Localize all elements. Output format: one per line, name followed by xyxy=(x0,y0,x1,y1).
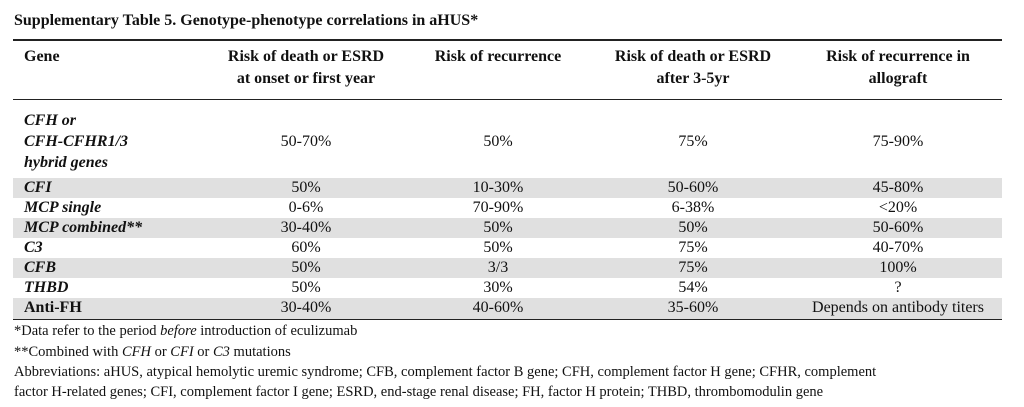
value-cell: 45-80% xyxy=(872,179,924,196)
value-cell: <20% xyxy=(878,199,918,216)
header-risk-recurrence: Risk of recurrence xyxy=(434,48,562,65)
value-cell: 50-60% xyxy=(872,219,924,236)
gene-cell: CFB xyxy=(24,259,57,276)
value-cell: 30-40% xyxy=(280,299,332,316)
value-cell: 35-60% xyxy=(667,299,719,316)
footnote-combined: **Combined with CFH or CFI or C3 mutatio… xyxy=(14,342,291,362)
value-cell: 40-70% xyxy=(872,239,924,256)
value-cell: 60% xyxy=(291,239,321,256)
value-cell: 75% xyxy=(678,239,708,256)
footnote-text: *Data refer to the period xyxy=(14,323,161,339)
value-cell: 50% xyxy=(678,219,708,236)
table-row-mcp-combined: MCP combined** 30-40% 50% 50% 50-60% xyxy=(13,218,1002,238)
footnote-abbreviations-line2: factor H-related genes; CFI, complement … xyxy=(14,384,824,400)
footnote-emphasis: before xyxy=(160,323,197,339)
header-risk-death-later: Risk of death or ESRD after 3-5yr xyxy=(588,46,798,90)
value-cell: 50% xyxy=(483,239,513,256)
value-cell: 50-60% xyxy=(667,179,719,196)
header-rule xyxy=(13,99,1002,100)
header-risk-death-onset-line2: at onset or first year xyxy=(236,70,376,87)
value-cell: 50% xyxy=(291,279,321,296)
gene-cell: MCP single xyxy=(24,199,102,216)
gene-cell-cfh-line3: hybrid genes xyxy=(24,154,108,171)
footnote-text: **Combined with xyxy=(14,344,122,360)
value-cell: 50% xyxy=(483,133,513,150)
header-risk-recurrence-allograft-line2: allograft xyxy=(868,70,928,87)
table-row-c3: C3 60% 50% 75% 40-70% xyxy=(13,238,1002,258)
footnote-text: or xyxy=(193,344,213,360)
table-row-cfh: CFH or CFH-CFHR1/3 hybrid genes 50-70% 5… xyxy=(13,110,1002,172)
value-cell: 54% xyxy=(678,279,708,296)
value-cell: 75-90% xyxy=(872,133,924,150)
gene-cell: MCP combined** xyxy=(24,219,143,236)
header-risk-recurrence-allograft: Risk of recurrence in allograft xyxy=(798,46,998,90)
footnote-gene: CFH xyxy=(121,344,151,360)
footnote-text: mutations xyxy=(229,344,291,360)
gene-cell: THBD xyxy=(24,279,69,296)
value-cell: 6-38% xyxy=(671,199,715,216)
value-cell: 50% xyxy=(291,259,321,276)
gene-cell: Anti-FH xyxy=(24,299,82,316)
value-cell: 100% xyxy=(879,259,917,276)
header-risk-death-onset: Risk of death or ESRD at onset or first … xyxy=(206,46,406,90)
footnote-text: or xyxy=(150,344,171,360)
value-cell: 50-70% xyxy=(280,133,332,150)
header-gene: Gene xyxy=(24,48,60,65)
gene-cell-cfh: CFH or CFH-CFHR1/3 hybrid genes xyxy=(24,110,128,173)
gene-cell-cfh-line1: CFH or xyxy=(24,112,77,129)
footnote-text: introduction of eculizumab xyxy=(196,323,358,339)
header-risk-recurrence-allograft-line1: Risk of recurrence in xyxy=(826,48,970,65)
value-cell: 75% xyxy=(678,133,708,150)
footnote-gene: C3 xyxy=(213,344,230,360)
gene-cell-cfh-line2: CFH-CFHR1/3 xyxy=(24,133,129,150)
value-cell: 30-40% xyxy=(280,219,332,236)
value-cell: 50% xyxy=(291,179,321,196)
footnote-gene: CFI xyxy=(170,344,194,360)
table-row-cfb: CFB 50% 3/3 75% 100% xyxy=(13,258,1002,278)
table-title: Supplementary Table 5. Genotype-phenotyp… xyxy=(14,12,479,29)
header-risk-death-onset-line1: Risk of death or ESRD xyxy=(227,48,385,65)
value-cell: ? xyxy=(894,279,902,296)
value-cell: 70-90% xyxy=(472,199,524,216)
value-cell: Depends on antibody titers xyxy=(812,299,984,316)
value-cell: 30% xyxy=(483,279,513,296)
value-cell: 10-30% xyxy=(472,179,524,196)
table-row-cfi: CFI 50% 10-30% 50-60% 45-80% xyxy=(13,178,1002,198)
value-cell: 0-6% xyxy=(288,199,324,216)
footnote-abbreviations-line1: Abbreviations: aHUS, atypical hemolytic … xyxy=(14,364,877,380)
header-risk-death-later-line1: Risk of death or ESRD xyxy=(614,48,772,65)
top-rule xyxy=(13,39,1002,41)
value-cell: 50% xyxy=(483,219,513,236)
value-cell: 75% xyxy=(678,259,708,276)
table-row-anti-fh: Anti-FH 30-40% 40-60% 35-60% Depends on … xyxy=(13,298,1002,319)
header-risk-death-later-line2: after 3-5yr xyxy=(656,70,730,87)
table-row-mcp-single: MCP single 0-6% 70-90% 6-38% <20% xyxy=(13,198,1002,218)
gene-cell: C3 xyxy=(24,239,43,256)
footnote-data-period: *Data refer to the period before introdu… xyxy=(14,321,357,341)
value-cell: 3/3 xyxy=(487,259,509,276)
table-row-thbd: THBD 50% 30% 54% ? xyxy=(13,278,1002,298)
value-cell: 40-60% xyxy=(472,299,524,316)
gene-cell: CFI xyxy=(24,179,52,196)
bottom-rule xyxy=(13,319,1002,320)
